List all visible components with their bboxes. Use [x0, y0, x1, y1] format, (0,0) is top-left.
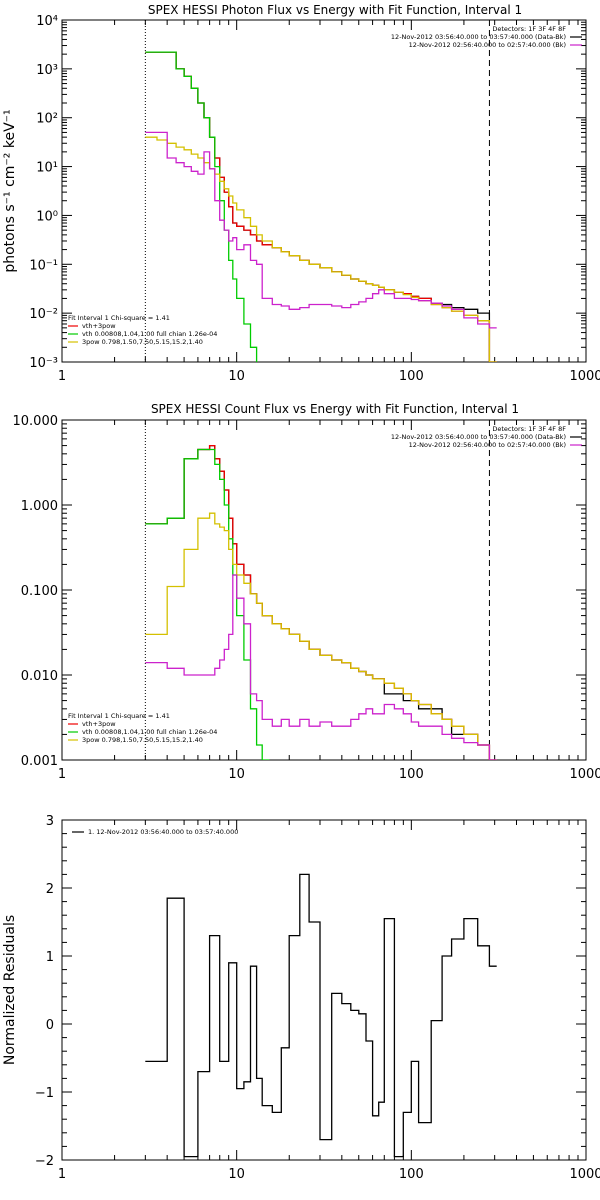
series-line-4	[145, 574, 497, 760]
count-flux-title: SPEX HESSI Count Flux vs Energy with Fit…	[151, 402, 519, 416]
series-line-0	[145, 873, 497, 1158]
y-tick-label: 0.010	[21, 669, 58, 684]
y-tick-label: −1	[35, 1086, 54, 1101]
x-tick-label: 1000	[569, 1167, 600, 1182]
x-tick-label: 1	[58, 767, 66, 782]
x-tick-label: 10	[228, 767, 245, 782]
y-tick-label: 2	[46, 882, 54, 897]
legend-text: 12-Nov-2012 02:56:40.000 to 02:57:40.000…	[409, 441, 566, 449]
x-tick-label: 10	[228, 369, 245, 384]
y-tick-label: 1	[46, 950, 54, 965]
x-tick-label: 100	[399, 1167, 424, 1182]
legend-text: Fit Interval 1 Chi-square = 1.41	[68, 314, 170, 322]
y-tick-label: 10⁰	[36, 209, 58, 224]
series-line-3	[145, 512, 497, 760]
y-tick-label: 10⁴	[36, 14, 58, 29]
x-tick-label: 100	[399, 767, 424, 782]
plot-frame	[61, 819, 587, 1161]
residuals-panel: 1 10 100 1000 −2 −1 0 1 2 3 Normalized Residuals 1.…	[2, 814, 600, 1182]
count-flux-panel: SPEX HESSI Count Flux vs Energy with Fit…	[13, 402, 600, 782]
legend-text: 12-Nov-2012 03:56:40.000 to 03:57:40.000…	[391, 433, 566, 441]
y-tick-label: 3	[46, 814, 54, 829]
y-tick-label: 10²	[36, 112, 58, 127]
y-tick-label: 10¹	[36, 161, 58, 176]
plot-frame	[61, 19, 587, 363]
y-tick-label: 0	[46, 1018, 54, 1033]
series-line-4	[145, 131, 497, 329]
legend-text: vth 0.00808,1.04,1.00 full chian 1.26e-0…	[82, 330, 217, 338]
x-tick-label: 1	[58, 1167, 66, 1182]
x-tick-label: 1000	[569, 767, 600, 782]
series-line-1	[145, 444, 497, 760]
legend-text: 3pow 0.798,1.50,7.50,5.15,15.2,1.40	[82, 338, 203, 346]
y-tick-label: 10⁻²	[29, 307, 58, 322]
photon-flux-panel: SPEX HESSI Photon Flux vs Energy with Fi…	[2, 3, 600, 384]
plot-frame	[61, 419, 587, 761]
legend-text: 1. 12-Nov-2012 03:56:40.000 to 03:57:40.…	[88, 828, 238, 836]
legend-text: Detectors: 1F 3F 4F 8F	[492, 25, 566, 33]
y-tick-label: −2	[35, 1154, 54, 1169]
legend-text: Fit Interval 1 Chi-square = 1.41	[68, 712, 170, 720]
x-tick-label: 1000	[569, 369, 600, 384]
legend-text: 12-Nov-2012 03:56:40.000 to 03:57:40.000…	[391, 33, 566, 41]
x-tick-label: 1	[58, 369, 66, 384]
x-tick-label: 100	[399, 369, 424, 384]
y-tick-label: 10⁻³	[29, 356, 58, 371]
y-tick-label: 0.100	[21, 584, 58, 599]
legend-text: 12-Nov-2012 02:56:40.000 to 02:57:40.000…	[409, 41, 566, 49]
legend-text: Detectors: 1F 3F 4F 8F	[492, 425, 566, 433]
legend-text: 3pow 0.798,1.50,7.50,5.15,15.2,1.40	[82, 736, 203, 744]
series-line-0	[145, 444, 497, 760]
series-line-2	[145, 51, 258, 362]
legend-text: vth+3pow	[82, 720, 116, 728]
y-tick-label: 0.001	[21, 754, 58, 769]
legend-text: vth+3pow	[82, 322, 116, 330]
x-tick-label: 10	[228, 1167, 245, 1182]
y-tick-label: 1.000	[21, 499, 58, 514]
y-axis-label: photons s⁻¹ cm⁻² keV⁻¹	[2, 109, 18, 272]
series-line-2	[145, 448, 270, 760]
y-tick-label: 10³	[36, 63, 58, 78]
y-axis-label: Normalized Residuals	[2, 915, 18, 1065]
photon-flux-title: SPEX HESSI Photon Flux vs Energy with Fi…	[148, 3, 522, 17]
legend-text: vth 0.00808,1.04,1.00 full chian 1.26e-0…	[82, 728, 217, 736]
y-tick-label: 10.000	[13, 414, 59, 429]
y-tick-label: 10⁻¹	[29, 258, 58, 273]
series-line-3	[145, 136, 497, 362]
